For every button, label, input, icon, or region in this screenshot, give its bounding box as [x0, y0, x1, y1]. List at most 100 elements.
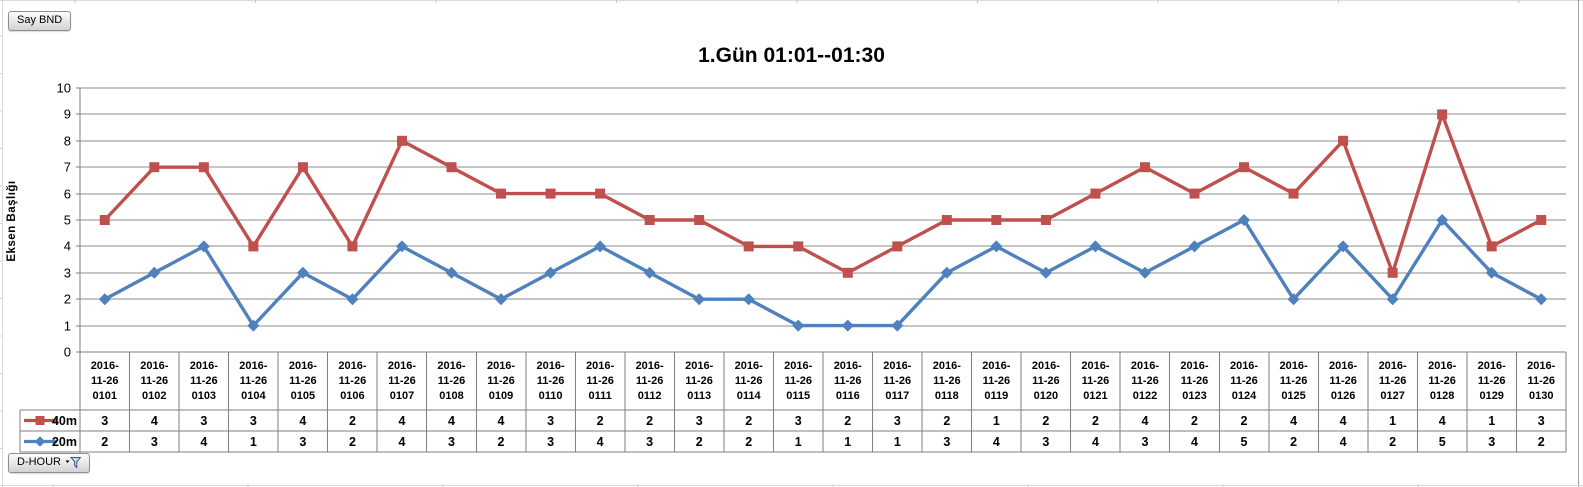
d-hour-label: D-HOUR [17, 456, 61, 468]
x-tick-label: 2016- [1081, 360, 1109, 372]
table-value-20m: 3 [151, 435, 158, 449]
x-tick-label: 11-26 [983, 375, 1011, 387]
x-tick-label: 11-26 [1181, 375, 1209, 387]
table-value-20m: 3 [448, 435, 455, 449]
table-value-40m: 4 [1141, 414, 1148, 428]
x-tick-label: 0102 [142, 390, 166, 402]
series-20m-marker [98, 293, 111, 306]
series-20m-marker [1089, 240, 1102, 253]
table-value-20m: 3 [943, 435, 950, 449]
d-hour-field-button[interactable]: D-HOUR [8, 453, 90, 473]
y-tick-label: 1 [64, 319, 71, 334]
x-tick-label: 0112 [638, 390, 662, 402]
table-value-20m: 4 [1092, 435, 1099, 449]
table-value-20m: 5 [1241, 435, 1248, 449]
series-40m-marker [297, 162, 308, 173]
table-value-20m: 1 [250, 435, 257, 449]
x-tick-label: 0105 [291, 390, 315, 402]
table-value-20m: 2 [498, 435, 505, 449]
x-tick-label: 2016- [636, 360, 664, 372]
x-tick-label: 11-26 [438, 375, 466, 387]
x-tick-label: 2016- [536, 360, 564, 372]
series-40m-marker [743, 241, 754, 252]
x-tick-label: 11-26 [1478, 375, 1506, 387]
series-40m-marker [347, 241, 358, 252]
series-40m-marker [1338, 135, 1349, 146]
series-20m-marker [990, 240, 1003, 253]
x-tick-label: 2016- [1379, 360, 1407, 372]
x-tick-label: 2016- [883, 360, 911, 372]
x-tick-label: 11-26 [735, 375, 763, 387]
table-value-40m: 2 [943, 414, 950, 428]
table-value-20m: 4 [993, 435, 1000, 449]
x-tick-label: 0117 [885, 390, 909, 402]
x-tick-label: 2016- [1329, 360, 1357, 372]
x-tick-label: 2016- [834, 360, 862, 372]
series-40m-marker [446, 162, 457, 173]
series-40m-marker [1239, 162, 1250, 173]
x-tick-label: 0104 [241, 390, 266, 402]
table-value-40m: 2 [1092, 414, 1099, 428]
say-bnd-field-button[interactable]: Say BND [8, 11, 72, 31]
x-tick-label: 11-26 [289, 375, 317, 387]
table-value-40m: 4 [1340, 414, 1347, 428]
x-tick-label: 11-26 [1280, 375, 1308, 387]
table-value-20m: 2 [1290, 435, 1297, 449]
x-tick-label: 0115 [786, 390, 810, 402]
series-40m-marker [1139, 162, 1150, 173]
say-bnd-label: Say BND [17, 14, 63, 26]
table-value-20m: 1 [795, 435, 802, 449]
table-value-20m: 2 [349, 435, 356, 449]
table-value-40m: 2 [646, 414, 653, 428]
legend-label-40m: 40m [52, 414, 77, 428]
x-tick-label: 11-26 [240, 375, 268, 387]
x-tick-label: 11-26 [1527, 375, 1555, 387]
series-20m-marker [544, 266, 557, 279]
filter-dropdown-icon [65, 457, 81, 468]
table-value-20m: 2 [1538, 435, 1545, 449]
x-tick-label: 0110 [539, 390, 563, 402]
chart-title: 1.Gün 01:01--01:30 [698, 44, 885, 67]
table-value-40m: 4 [1290, 414, 1297, 428]
series-40m-marker [1288, 188, 1299, 199]
series-20m-line [103, 218, 1543, 328]
x-tick-label: 0106 [340, 390, 364, 402]
series-40m-marker [1437, 109, 1448, 120]
y-tick-label: 3 [64, 266, 71, 281]
x-tick-label: 2016- [1180, 360, 1208, 372]
x-tick-label: 2016- [437, 360, 465, 372]
series-20m-marker [148, 266, 161, 279]
x-tick-label: 11-26 [884, 375, 912, 387]
table-value-20m: 3 [299, 435, 306, 449]
series-40m-marker [842, 267, 853, 278]
table-value-40m: 4 [398, 414, 405, 428]
x-tick-label: 11-26 [933, 375, 961, 387]
legend-key-marker [35, 416, 45, 425]
series-20m-marker [197, 240, 210, 253]
x-tick-label: 2016- [784, 360, 812, 372]
series-40m-marker [1387, 267, 1398, 278]
table-value-40m: 4 [448, 414, 455, 428]
table-value-40m: 1 [1389, 414, 1396, 428]
y-tick-label: 0 [64, 345, 71, 360]
x-tick-label: 0109 [489, 390, 513, 402]
table-value-40m: 3 [250, 414, 257, 428]
x-tick-label: 2016- [982, 360, 1010, 372]
table-value-40m: 2 [349, 414, 356, 428]
table-value-20m: 1 [894, 435, 901, 449]
x-tick-label: 11-26 [141, 375, 169, 387]
y-tick-label: 4 [64, 239, 71, 254]
series-20m-marker [841, 319, 854, 332]
table-value-20m: 4 [1340, 435, 1347, 449]
table-value-40m: 2 [1241, 414, 1248, 428]
series-40m-marker [496, 188, 507, 199]
table-value-40m: 1 [993, 414, 1000, 428]
table-value-40m: 3 [547, 414, 554, 428]
table-value-40m: 3 [696, 414, 703, 428]
x-tick-label: 11-26 [1428, 375, 1456, 387]
y-tick-label: 8 [64, 134, 71, 149]
table-value-20m: 2 [745, 435, 752, 449]
table-value-40m: 3 [894, 414, 901, 428]
x-tick-label: 0113 [687, 390, 711, 402]
